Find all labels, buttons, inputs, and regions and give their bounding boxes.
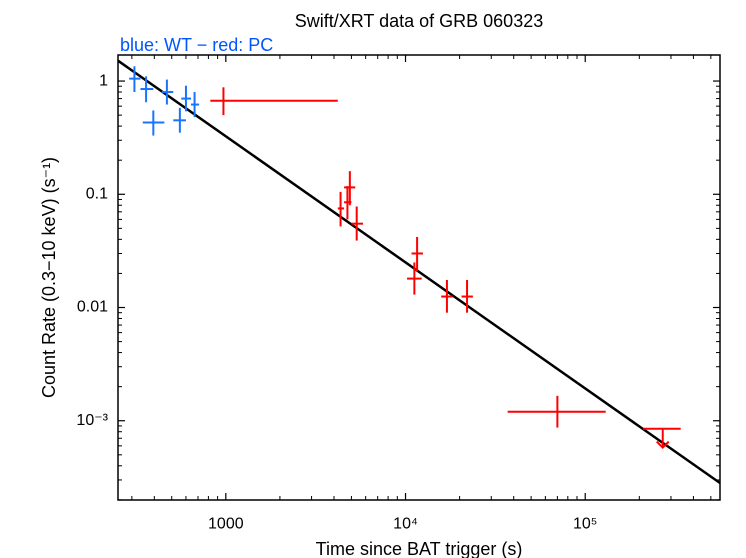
chart-subtitle: blue: WT − red: PC (120, 35, 273, 55)
y-tick-label: 10⁻³ (76, 412, 108, 429)
x-tick-label: 10⁴ (393, 515, 418, 532)
y-tick-label: 0.01 (77, 299, 108, 316)
y-axis-label: Count Rate (0.3−10 keV) (s⁻¹) (39, 157, 59, 398)
x-axis-label: Time since BAT trigger (s) (316, 539, 523, 558)
y-tick-label: 0.1 (86, 185, 108, 202)
xrt-lightcurve-chart: 1000 10⁴ 10⁵ 10⁻³ 0.01 0.1 1 Time since BAT tri… (0, 0, 746, 558)
y-tick-label: 1 (99, 72, 108, 89)
chart-title: Swift/XRT data of GRB 060323 (295, 11, 543, 31)
x-tick-label: 1000 (208, 515, 244, 532)
x-tick-label: 10⁵ (573, 515, 597, 532)
